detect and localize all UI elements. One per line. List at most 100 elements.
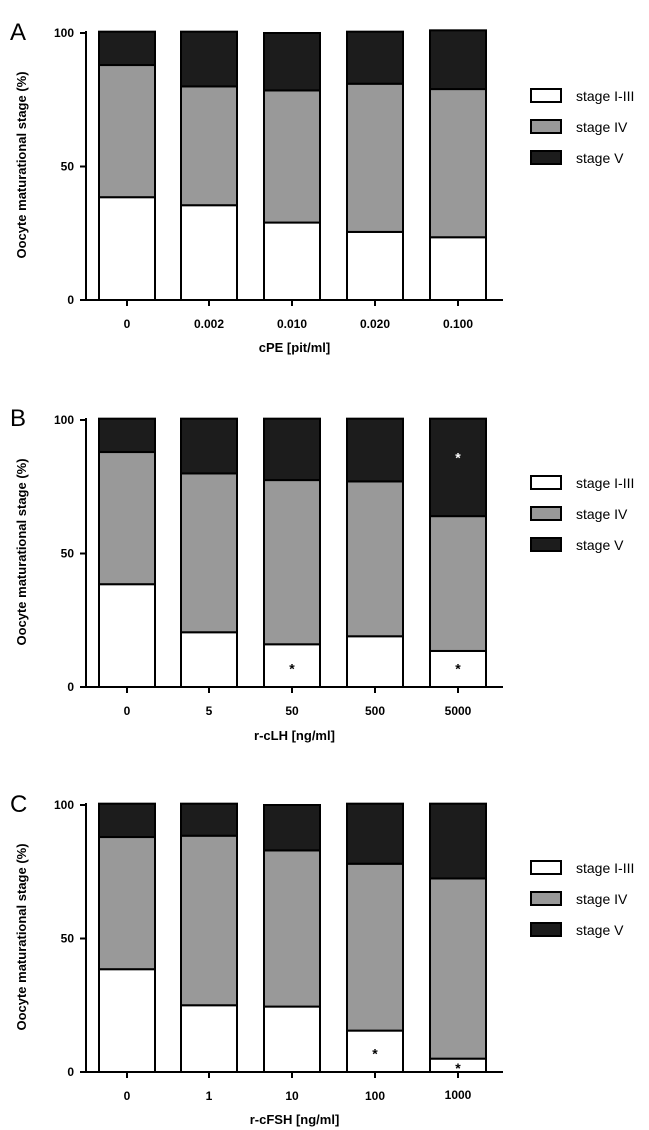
panel-b: B 0 50 100 0 5 50 500 5000 r-cLH [ng/ml] Oocyte ma… bbox=[10, 405, 634, 743]
y-tick-label: 100 bbox=[54, 413, 74, 427]
bar-stage-iv-2 bbox=[263, 479, 321, 646]
bar-stage-iv-0 bbox=[98, 836, 156, 971]
y-tick-label: 0 bbox=[67, 680, 74, 694]
legend-swatch-stage-iv bbox=[530, 891, 562, 906]
bar-stage-iv-4 bbox=[429, 88, 487, 239]
x-tick-label: 0.010 bbox=[277, 317, 307, 331]
bar-stage-i-iii-0 bbox=[98, 968, 156, 1074]
y-axis-title: Oocyte maturational stage (%) bbox=[14, 843, 29, 1030]
bar-stage-iv-2 bbox=[263, 849, 321, 1008]
legend-label: stage I-III bbox=[576, 88, 634, 104]
significance-star: * bbox=[289, 660, 295, 676]
bar-stage-v-2 bbox=[263, 804, 321, 852]
legend-swatch-stage-i-iii bbox=[530, 475, 562, 490]
legend-label: stage V bbox=[576, 537, 624, 553]
x-tick-label: 100 bbox=[365, 1089, 385, 1103]
x-tick-label: 0 bbox=[124, 704, 131, 718]
legend-swatch-stage-v bbox=[530, 922, 562, 937]
bar-stage-v-3 bbox=[346, 30, 404, 85]
y-tick-label: 100 bbox=[54, 798, 74, 812]
significance-star: * bbox=[455, 1060, 461, 1076]
bar-stage-v-1 bbox=[180, 30, 238, 88]
x-tick-label: 5 bbox=[206, 704, 213, 718]
bar-stage-i-iii-1 bbox=[180, 631, 238, 689]
x-tick-label: 0.020 bbox=[360, 317, 390, 331]
significance-star: * bbox=[372, 1045, 378, 1061]
bar-stage-v-0 bbox=[98, 417, 156, 454]
bar-stage-iv-0 bbox=[98, 451, 156, 586]
bar-stage-iv-1 bbox=[180, 472, 238, 634]
panel-letter: B bbox=[10, 405, 26, 432]
y-tick-label: 50 bbox=[61, 160, 75, 174]
significance-star: * bbox=[455, 449, 461, 465]
x-axis-title: cPE [pit/ml] bbox=[259, 340, 331, 355]
bar-stage-iv-4 bbox=[429, 877, 487, 1060]
bar-stage-iv-3 bbox=[346, 862, 404, 1032]
y-tick-label: 50 bbox=[61, 932, 75, 946]
legend-label: stage I-III bbox=[576, 475, 634, 491]
y-axis-title: Oocyte maturational stage (%) bbox=[14, 458, 29, 645]
bar-stage-v-3 bbox=[346, 417, 404, 483]
bar-stage-iv-3 bbox=[346, 82, 404, 233]
bar-stage-iv-3 bbox=[346, 480, 404, 638]
bar-stage-i-iii-0 bbox=[98, 583, 156, 689]
legend-label: stage V bbox=[576, 922, 624, 938]
y-tick-label: 100 bbox=[54, 26, 74, 40]
bar-stage-v-2 bbox=[263, 417, 321, 482]
legend-swatch-stage-iv bbox=[530, 506, 562, 521]
legend-swatch-stage-i-iii bbox=[530, 88, 562, 103]
legend-swatch-stage-v bbox=[530, 150, 562, 165]
x-axis-title: r-cLH [ng/ml] bbox=[254, 728, 335, 743]
bar-stage-iv-0 bbox=[98, 64, 156, 199]
legend-label: stage IV bbox=[576, 119, 628, 135]
panel-letter: A bbox=[10, 19, 26, 46]
x-tick-label: 50 bbox=[285, 704, 299, 718]
significance-star: * bbox=[455, 660, 461, 676]
panel-a: A 0 50 100 0 0.002 0.010 0.020 0.100 cPE [pit/ml]… bbox=[10, 19, 634, 355]
legend-swatch-stage-i-iii bbox=[530, 860, 562, 875]
x-tick-label: 0.100 bbox=[443, 317, 473, 331]
bar-stage-i-iii-3 bbox=[346, 635, 404, 689]
bar-stage-i-iii-3 bbox=[346, 230, 404, 301]
bar-stage-v-4 bbox=[429, 802, 487, 880]
legend-label: stage I-III bbox=[576, 860, 634, 876]
y-axis-title: Oocyte maturational stage (%) bbox=[14, 71, 29, 258]
bar-stage-i-iii-2 bbox=[263, 221, 321, 302]
bar-stage-v-0 bbox=[98, 30, 156, 67]
bar-stage-i-iii-4 bbox=[429, 236, 487, 302]
legend-label: stage IV bbox=[576, 506, 628, 522]
bar-stage-iv-2 bbox=[263, 89, 321, 224]
bar-stage-v-4 bbox=[429, 417, 487, 518]
bar-stage-iv-1 bbox=[180, 85, 238, 207]
bar-stage-i-iii-1 bbox=[180, 1004, 238, 1073]
bar-stage-iv-4 bbox=[429, 515, 487, 652]
bar-stage-v-2 bbox=[263, 32, 321, 92]
x-tick-label: 1 bbox=[206, 1089, 213, 1103]
x-axis-title: r-cFSH [ng/ml] bbox=[250, 1112, 340, 1127]
y-tick-label: 50 bbox=[61, 547, 75, 561]
panel-letter: C bbox=[10, 791, 27, 818]
bar-stage-v-0 bbox=[98, 802, 156, 839]
bar-stage-v-3 bbox=[346, 802, 404, 865]
x-tick-label: 0 bbox=[124, 317, 131, 331]
legend-label: stage V bbox=[576, 150, 624, 166]
y-tick-label: 0 bbox=[67, 1065, 74, 1079]
x-tick-label: 1000 bbox=[445, 1088, 472, 1102]
bar-stage-i-iii-1 bbox=[180, 204, 238, 301]
y-tick-label: 0 bbox=[67, 293, 74, 307]
legend-swatch-stage-iv bbox=[530, 119, 562, 134]
x-tick-label: 500 bbox=[365, 704, 385, 718]
x-tick-label: 0.002 bbox=[194, 317, 224, 331]
bar-stage-v-1 bbox=[180, 802, 238, 837]
x-tick-label: 5000 bbox=[445, 704, 472, 718]
bar-stage-v-1 bbox=[180, 417, 238, 475]
bar-stage-i-iii-3 bbox=[346, 1029, 404, 1073]
legend-swatch-stage-v bbox=[530, 537, 562, 552]
bar-stage-i-iii-2 bbox=[263, 1005, 321, 1074]
bar-stage-v-4 bbox=[429, 29, 487, 91]
bar-stage-iv-1 bbox=[180, 834, 238, 1007]
legend-label: stage IV bbox=[576, 891, 628, 907]
bar-stage-i-iii-0 bbox=[98, 196, 156, 301]
